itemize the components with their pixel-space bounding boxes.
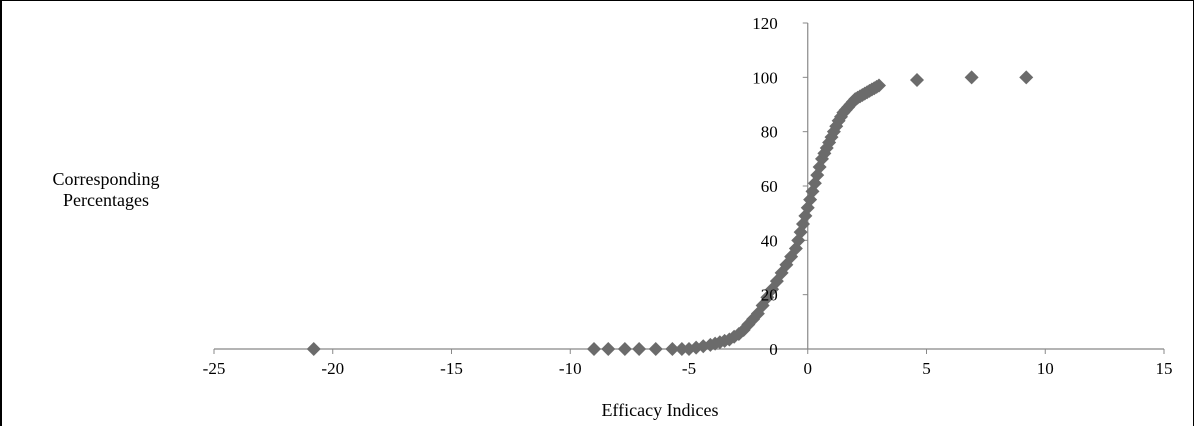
x-tick-label: 10 [1037, 359, 1054, 378]
data-point [617, 342, 632, 356]
data-point [648, 342, 663, 356]
y-tick-label: 20 [761, 286, 778, 305]
data-point [872, 78, 886, 93]
axes [213, 22, 1165, 354]
x-tick-label: 5 [922, 359, 931, 378]
x-tick-label: -10 [559, 359, 582, 378]
data-point [910, 73, 924, 88]
data-point [306, 342, 321, 356]
x-tick-label: -15 [440, 359, 463, 378]
y-axis-title-line-1: Corresponding [53, 169, 160, 189]
data-point [601, 342, 616, 356]
data-point [964, 70, 979, 85]
y-tick-label: 0 [769, 340, 778, 359]
x-tick-label: 0 [804, 359, 813, 378]
data-points [306, 70, 1034, 356]
data-point [587, 342, 601, 356]
tick-labels: -25 -20 -15 -10 -5 0 5 10 15 0 20 40 60 80 100 120 [203, 14, 1173, 378]
y-axis-title-line-2: Percentages [63, 190, 149, 210]
x-tick-label: 15 [1156, 359, 1173, 378]
data-point [632, 342, 647, 356]
data-point [665, 342, 680, 356]
y-tick-label: 60 [761, 177, 778, 196]
x-tick-label: -5 [682, 359, 696, 378]
data-point [1019, 70, 1034, 85]
data-point [674, 342, 689, 356]
x-axis-title: Efficacy Indices [601, 400, 718, 420]
y-tick-label: 40 [761, 231, 778, 250]
y-tick-label: 80 [761, 123, 778, 142]
y-tick-label: 100 [752, 68, 778, 87]
y-tick-label: 120 [752, 14, 778, 33]
x-tick-label: -25 [203, 359, 226, 378]
x-tick-label: -20 [321, 359, 344, 378]
